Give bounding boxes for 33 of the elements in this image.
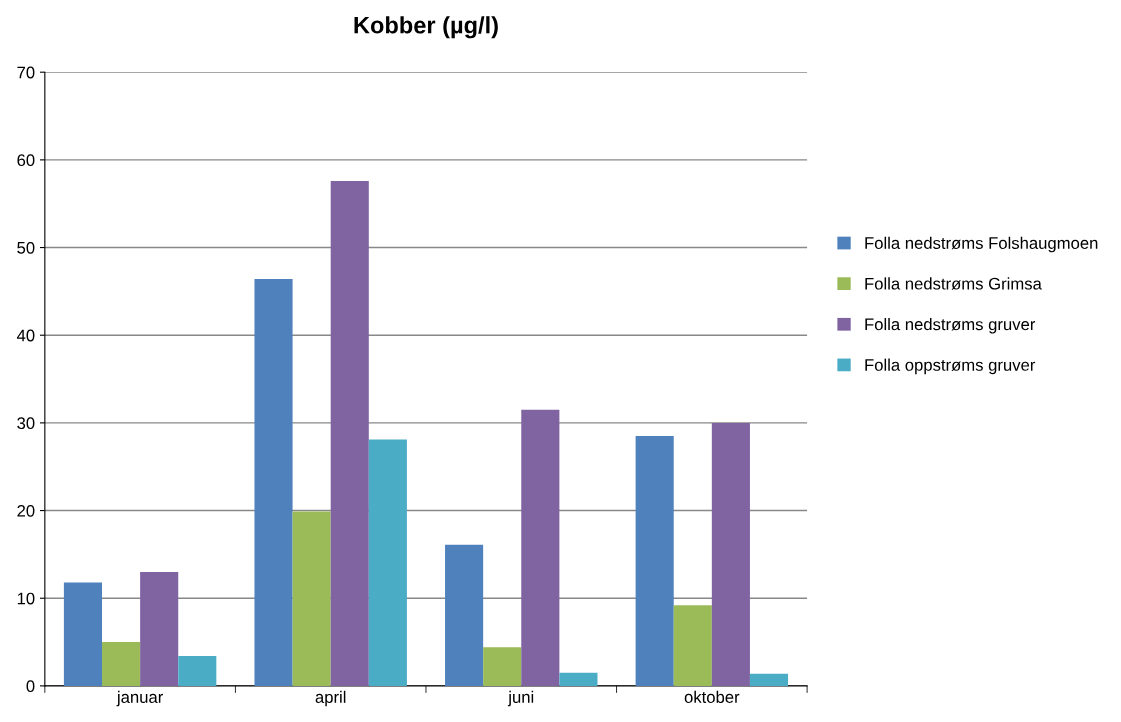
y-tick-label: 60 (17, 154, 35, 167)
y-tick-label: 30 (17, 417, 35, 430)
y-tick-label: 70 (17, 66, 35, 79)
y-tick-label: 20 (17, 504, 35, 517)
bar (483, 647, 522, 686)
bar (559, 672, 598, 686)
bar (140, 571, 179, 686)
x-tick-label: april (315, 690, 346, 707)
bar (330, 180, 369, 686)
y-tick-label: 0 (26, 680, 35, 693)
x-tick-label: juni (507, 690, 534, 707)
y-tick-label: 10 (17, 592, 35, 605)
chart-title: Kobber (µg/l) (354, 16, 498, 39)
bar (102, 642, 141, 686)
legend-label: Folla nedstrøms gruver (865, 317, 1036, 334)
bar (368, 439, 407, 686)
bar (749, 673, 789, 686)
bar (445, 544, 484, 686)
legend-label: Folla nedstrøms Folshaugmoen (865, 236, 1098, 253)
y-tick-label: 40 (16, 329, 35, 342)
legend-label: Folla nedstrøms Grimsa (865, 277, 1042, 290)
bar (178, 656, 217, 686)
legend-label: Folla oppstrøms gruver (865, 358, 1036, 375)
bar (711, 422, 750, 686)
bar (521, 409, 560, 686)
bar (673, 605, 712, 686)
bar (635, 436, 674, 686)
x-tick-label: oktober (684, 690, 740, 703)
bar (254, 279, 293, 686)
bar (292, 511, 331, 686)
x-tick-label: januar (116, 690, 164, 707)
bar (63, 582, 103, 686)
y-tick-label: 50 (17, 241, 35, 254)
